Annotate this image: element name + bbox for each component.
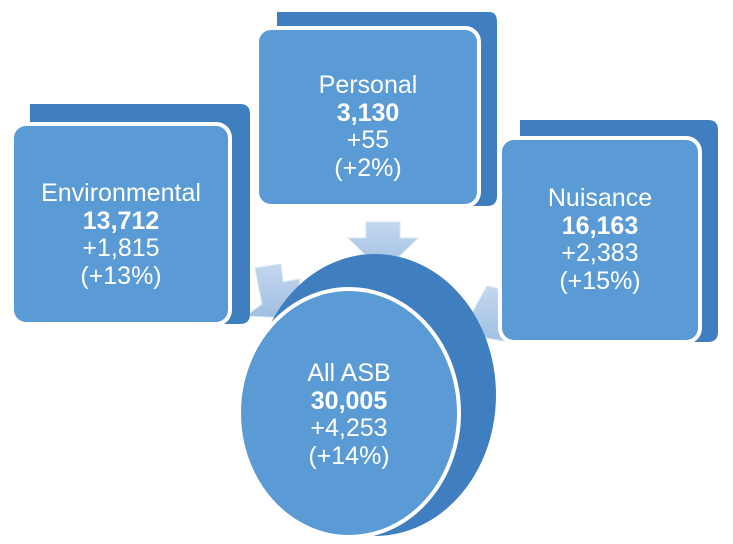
nuisance-count: 16,163 xyxy=(561,211,639,240)
total-count: 30,005 xyxy=(310,386,388,415)
total-label-group: All ASB 30,005 +4,253 (+14%) xyxy=(254,359,444,470)
nuisance-change: +2,383 xyxy=(561,239,639,267)
total-name: All ASB xyxy=(307,359,391,387)
personal-label-group: Personal 3,130 +55 (+2%) xyxy=(268,71,468,182)
personal-name: Personal xyxy=(318,71,418,99)
box-environmental xyxy=(10,104,250,326)
environmental-percent: (+13%) xyxy=(80,261,162,290)
environmental-change: +1,815 xyxy=(82,234,160,262)
total-change: +4,253 xyxy=(310,414,388,442)
personal-percent: (+2%) xyxy=(334,153,402,182)
environmental-count: 13,712 xyxy=(82,206,160,235)
box-nuisance xyxy=(498,120,718,344)
circle-all-asb xyxy=(237,254,496,539)
nuisance-percent: (+15%) xyxy=(559,266,641,295)
personal-count: 3,130 xyxy=(336,98,400,127)
total-percent: (+14%) xyxy=(308,441,390,470)
nuisance-label-group: Nuisance 16,163 +2,383 (+15%) xyxy=(500,184,700,295)
personal-change: +55 xyxy=(346,126,390,154)
box-personal xyxy=(255,12,497,208)
environmental-name: Environmental xyxy=(41,179,201,207)
arrow-personal-to-total xyxy=(346,221,420,273)
nuisance-name: Nuisance xyxy=(547,184,653,212)
environmental-label-group: Environmental 13,712 +1,815 (+13%) xyxy=(14,179,228,290)
